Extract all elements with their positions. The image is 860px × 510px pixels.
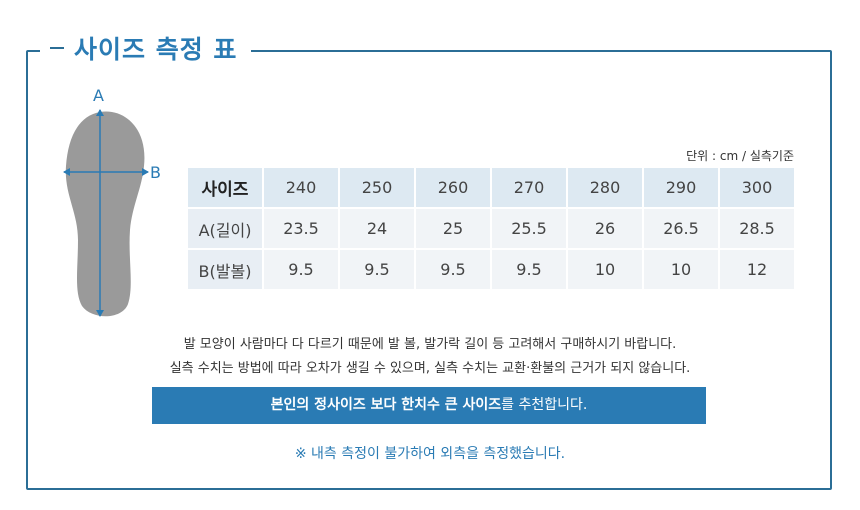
length-arrow-bottom (96, 310, 104, 317)
content-frame (26, 50, 832, 490)
title-bar: 사이즈 측정 표 (40, 30, 252, 66)
value-cell: 25 (416, 209, 490, 248)
note-line-2: 실측 수치는 방법에 따라 오차가 생길 수 있으며, 실측 수치는 교환·환불… (169, 361, 691, 376)
value-cell: 10 (568, 250, 642, 289)
label-b: B (150, 163, 161, 182)
foot-outline-diagram (63, 109, 149, 317)
table-row-length: A(길이) 23.5 24 25 25.5 26 26.5 28.5 (188, 209, 794, 248)
size-cell: 290 (644, 168, 718, 207)
title-dash (50, 47, 64, 49)
width-arrow-right (142, 168, 149, 176)
value-cell: 9.5 (264, 250, 338, 289)
length-arrow-top (96, 109, 104, 116)
unit-note: 단위 : cm / 실측기준 (686, 149, 794, 163)
table-row-width: B(발볼) 9.5 9.5 9.5 9.5 10 10 12 (188, 250, 794, 289)
row-label: A(길이) (188, 209, 262, 248)
size-table: 사이즈 240 250 260 270 280 290 300 A(길이) 23… (186, 166, 796, 291)
width-arrow-left (63, 168, 70, 176)
page-title: 사이즈 측정 표 (74, 35, 238, 64)
value-cell: 26 (568, 209, 642, 248)
value-cell: 28.5 (720, 209, 794, 248)
size-cell: 250 (340, 168, 414, 207)
value-cell: 23.5 (264, 209, 338, 248)
caution-note: ※ 내측 측정이 불가하여 외측을 측정했습니다. (294, 446, 566, 462)
value-cell: 25.5 (492, 209, 566, 248)
banner-rest-text: 를 추천합니다. (501, 397, 588, 413)
recommendation-banner: 본인의 정사이즈 보다 한치수 큰 사이즈를 추천합니다. (152, 387, 706, 424)
size-cell: 260 (416, 168, 490, 207)
value-cell: 26.5 (644, 209, 718, 248)
header-label: 사이즈 (188, 168, 262, 207)
table-header-row: 사이즈 240 250 260 270 280 290 300 (188, 168, 794, 207)
size-cell: 280 (568, 168, 642, 207)
value-cell: 12 (720, 250, 794, 289)
value-cell: 9.5 (340, 250, 414, 289)
value-cell: 9.5 (416, 250, 490, 289)
note-line-1: 발 모양이 사람마다 다 다르기 때문에 발 볼, 발가락 길이 등 고려해서 … (183, 337, 677, 352)
value-cell: 24 (340, 209, 414, 248)
foot-shape (65, 111, 145, 317)
size-cell: 240 (264, 168, 338, 207)
banner-bold-text: 본인의 정사이즈 보다 한치수 큰 사이즈 (270, 397, 502, 413)
value-cell: 9.5 (492, 250, 566, 289)
value-cell: 10 (644, 250, 718, 289)
size-cell: 270 (492, 168, 566, 207)
size-cell: 300 (720, 168, 794, 207)
row-label: B(발볼) (188, 250, 262, 289)
label-a: A (93, 86, 104, 105)
